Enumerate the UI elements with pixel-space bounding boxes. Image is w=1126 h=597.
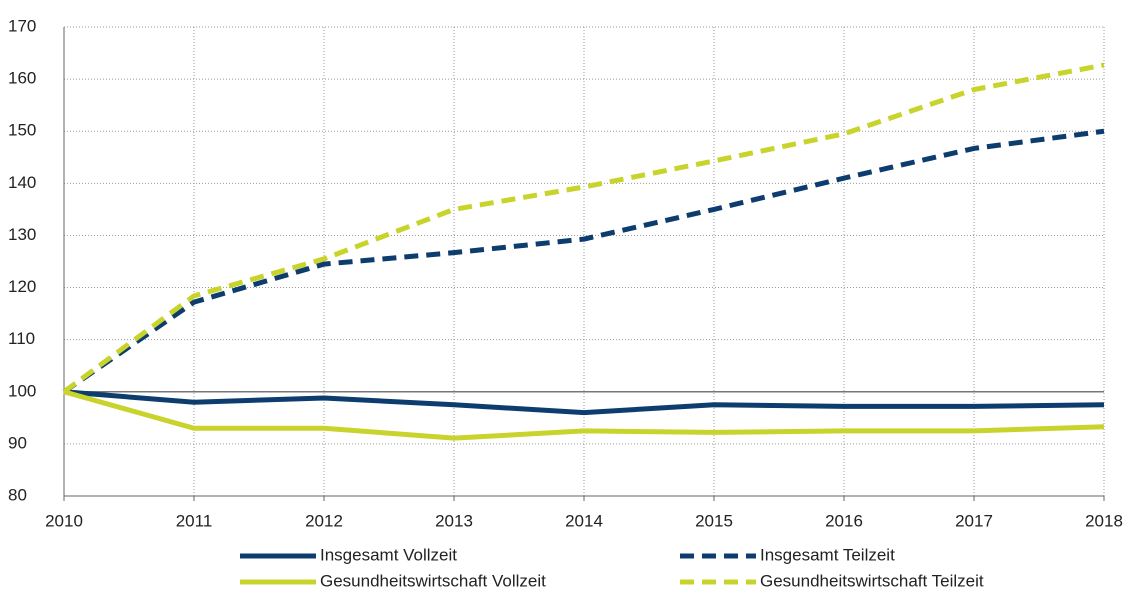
y-tick-label: 170	[8, 16, 36, 35]
series-line	[63, 389, 1105, 416]
x-tick-label: 2015	[695, 511, 733, 530]
x-tick-label: 2018	[1085, 511, 1123, 530]
x-tick-label: 2014	[565, 511, 603, 530]
y-tick-label: 80	[8, 485, 27, 504]
legend-label: Insgesamt Vollzeit	[320, 545, 457, 564]
y-tick-label: 140	[8, 173, 36, 192]
y-tick-label: 120	[8, 277, 36, 296]
legend-label: Gesundheitswirtschaft Teilzeit	[760, 571, 984, 590]
y-tick-label: 160	[8, 69, 36, 88]
x-tick-label: 2017	[955, 511, 993, 530]
y-tick-label: 110	[8, 329, 35, 348]
x-tick-label: 2012	[305, 511, 343, 530]
x-tick-label: 2013	[435, 511, 473, 530]
x-tick-label: 2016	[825, 511, 863, 530]
x-tick-label: 2011	[176, 511, 213, 530]
legend-label: Gesundheitswirtschaft Vollzeit	[320, 571, 546, 590]
series-line	[63, 389, 1105, 441]
y-tick-label: 150	[8, 121, 36, 140]
y-tick-label: 90	[8, 433, 27, 452]
legend-label: Insgesamt Teilzeit	[760, 545, 895, 564]
series-line	[62, 62, 1105, 394]
x-tick-label: 2010	[45, 511, 83, 530]
series-line	[62, 128, 1105, 394]
y-tick-label: 100	[8, 381, 36, 400]
y-tick-label: 130	[8, 225, 36, 244]
